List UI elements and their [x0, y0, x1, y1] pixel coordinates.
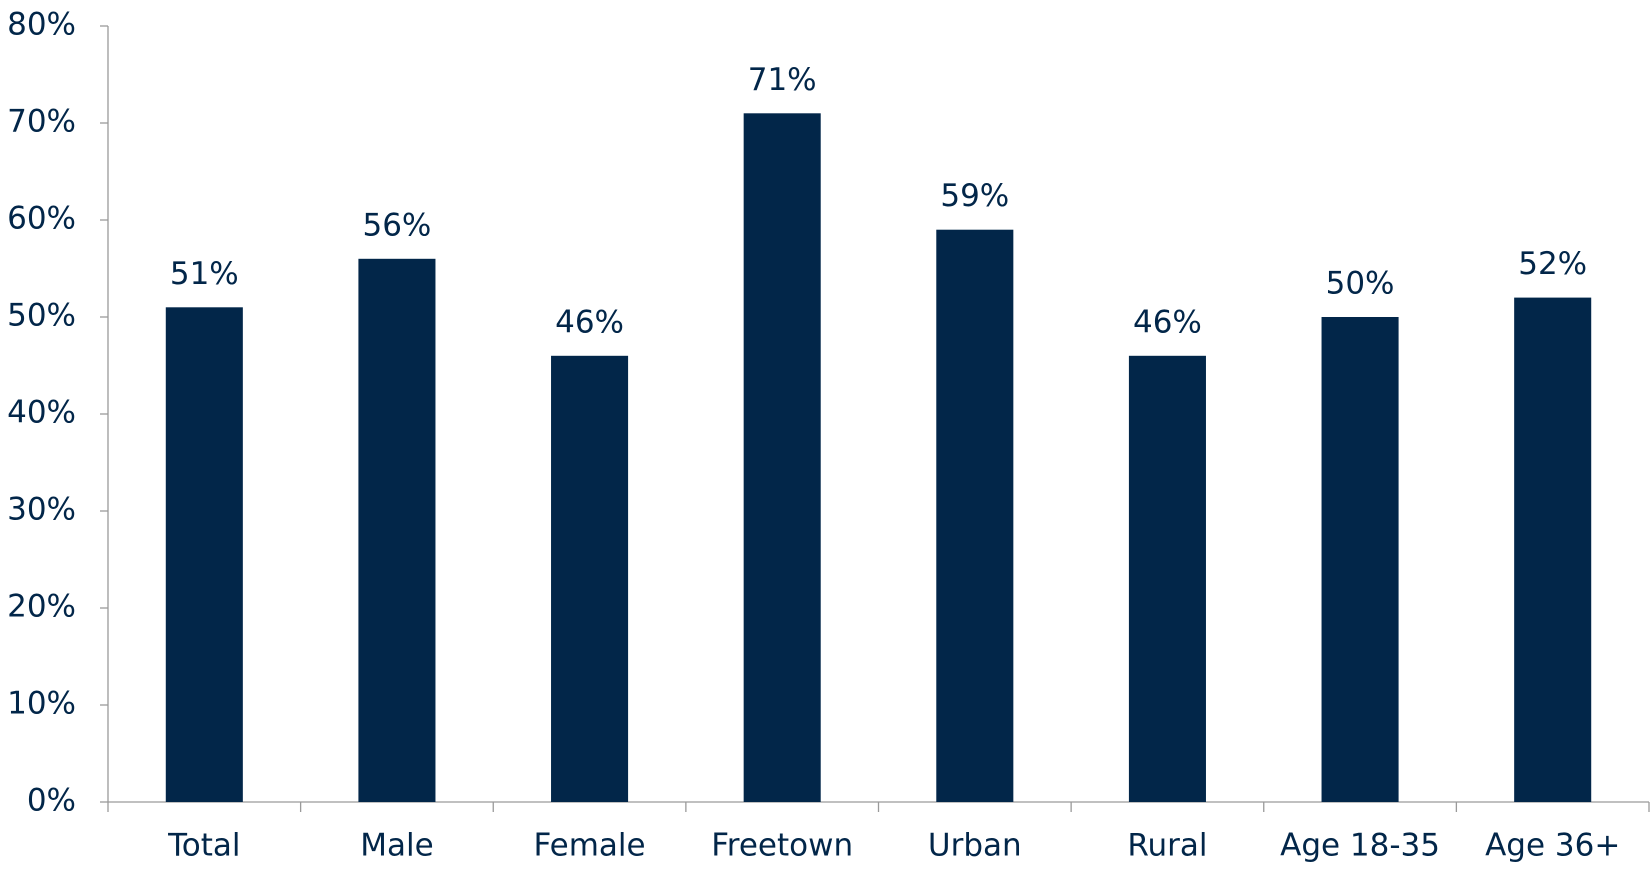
data-label: 46%: [555, 304, 624, 340]
data-label: 56%: [362, 207, 431, 243]
bar: [743, 113, 821, 803]
data-label: 50%: [1326, 266, 1395, 302]
y-tick-label: 40%: [7, 395, 76, 431]
y-tick-label: 10%: [7, 686, 76, 722]
x-tick-label: Age 18-35: [1280, 828, 1440, 864]
y-tick-label: 60%: [7, 201, 76, 237]
x-tick-label: Freetown: [711, 828, 853, 864]
data-label: 51%: [170, 256, 239, 292]
bar: [551, 355, 629, 802]
y-tick-label: 0%: [27, 783, 76, 819]
data-label: 71%: [748, 62, 817, 98]
bar: [936, 229, 1014, 802]
x-tick-label: Female: [534, 828, 646, 864]
x-tick-label: Total: [167, 828, 240, 864]
bar: [1514, 297, 1592, 802]
y-tick-label: 50%: [7, 298, 76, 334]
x-tick-label: Male: [360, 828, 433, 864]
y-tick-label: 30%: [7, 492, 76, 528]
x-tick-label: Age 36+: [1485, 828, 1620, 864]
y-tick-label: 70%: [7, 104, 76, 140]
data-label: 46%: [1133, 304, 1202, 340]
bar: [1128, 355, 1206, 802]
y-tick-label: 80%: [7, 7, 76, 43]
bar: [1321, 317, 1399, 802]
data-label: 59%: [940, 178, 1009, 214]
bar: [358, 258, 436, 802]
data-label: 52%: [1518, 246, 1587, 282]
bar: [165, 307, 243, 802]
x-tick-label: Urban: [928, 828, 1022, 864]
y-tick-label: 20%: [7, 589, 76, 625]
x-tick-label: Rural: [1127, 828, 1207, 864]
